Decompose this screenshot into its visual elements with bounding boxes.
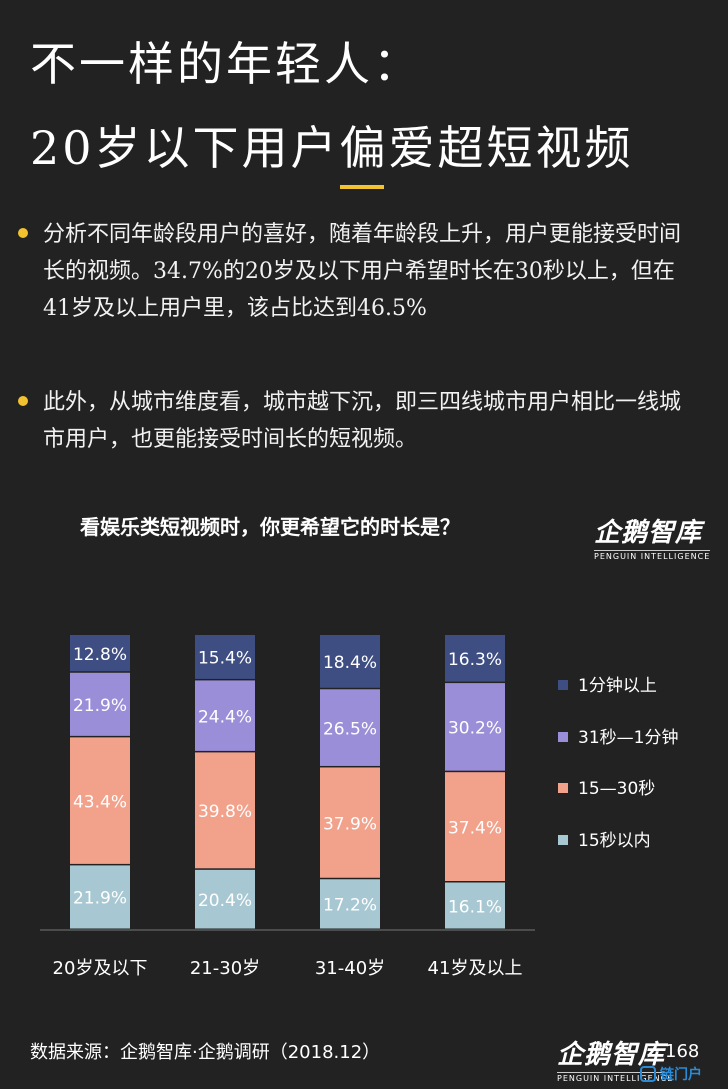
bar-segment	[320, 689, 380, 766]
data-label: 37.9%	[323, 814, 377, 834]
data-label: 17.2%	[323, 896, 377, 916]
bar-segment	[70, 635, 130, 672]
x-tick-label: 41岁及以上	[428, 958, 523, 979]
logo-subtitle: PENGUIN INTELLIGENCE	[557, 1072, 674, 1083]
x-tick-label: 21-30岁	[190, 958, 260, 979]
data-label: 21.9%	[73, 696, 127, 716]
watermark-text: 链门户	[660, 1067, 702, 1083]
data-label: 16.1%	[448, 897, 502, 917]
data-label: 15.4%	[198, 649, 252, 669]
bar-segment	[445, 882, 505, 929]
bar-segment	[70, 672, 130, 736]
page-title-line-2: 20岁以下用户偏爱超短视频	[30, 121, 634, 175]
data-label: 24.4%	[198, 707, 252, 727]
bar-segment	[195, 635, 255, 679]
stacked-bar-chart: 21.9% 43.4% 21.9% 12.8% 20岁及以下 20.4% 39.8% 24.4…	[40, 635, 678, 979]
legend-swatch	[558, 835, 568, 845]
bar-segment	[70, 737, 130, 864]
x-tick-label: 20岁及以下	[53, 958, 148, 979]
data-label: 16.3%	[448, 650, 502, 670]
page-title-line-1: 不一样的年轻人：	[30, 37, 422, 91]
bar-segment	[195, 869, 255, 929]
bullet-dot-icon	[18, 228, 28, 238]
data-label: 37.4%	[448, 818, 502, 838]
logo-name: 企鹅智库	[594, 518, 703, 548]
bullet-text: 此外，从城市维度看，城市越下沉，即三四线城市用户相比一线城市用户，也更能接受时间…	[43, 390, 682, 452]
data-source: 数据来源：企鹅智库·企鹅调研（2018.12）	[30, 1042, 381, 1063]
x-tick-label: 31-40岁	[315, 958, 385, 979]
legend-label: 1分钟以上	[578, 676, 657, 696]
bullet-text: 分析不同年龄段用户的喜好，随着年龄段上升，用户更能接受时间长的视频。34.7%的…	[43, 222, 682, 321]
bullet-point: 此外，从城市维度看，城市越下沉，即三四线城市用户相比一线城市用户，也更能接受时间…	[18, 384, 698, 458]
legend-label: 15—30秒	[578, 779, 655, 799]
data-label: 26.5%	[323, 719, 377, 739]
page-number: 168	[665, 1041, 700, 1062]
data-label: 12.8%	[73, 645, 127, 665]
logo-name: 企鹅智库	[557, 1040, 666, 1070]
bar-segment	[195, 680, 255, 751]
bar-segment	[320, 879, 380, 929]
data-label: 43.4%	[73, 792, 127, 812]
logo-subtitle: PENGUIN INTELLIGENCE	[594, 550, 711, 561]
penguin-logo-footer: 企鹅智库 PENGUIN INTELLIGENCE	[557, 1034, 674, 1083]
chain-link-icon	[640, 1066, 656, 1082]
data-label: 21.9%	[73, 889, 127, 909]
bar-segment	[70, 865, 130, 929]
legend-swatch	[558, 783, 568, 793]
legend-swatch	[558, 732, 568, 742]
chart-title: 看娱乐类短视频时，你更希望它的时长是？	[80, 515, 460, 539]
bullet-point: 分析不同年龄段用户的喜好，随着年龄段上升，用户更能接受时间长的视频。34.7%的…	[18, 216, 698, 327]
data-label: 20.4%	[198, 891, 252, 911]
data-label: 30.2%	[448, 719, 502, 739]
bullet-dot-icon	[18, 396, 28, 406]
bar-segment	[445, 772, 505, 882]
watermark: 链门户	[640, 1066, 720, 1086]
penguin-logo: 企鹅智库 PENGUIN INTELLIGENCE	[594, 512, 711, 561]
bar-segment	[320, 635, 380, 688]
bar-segment	[445, 683, 505, 771]
bar-segment	[195, 752, 255, 869]
legend-label: 31秒—1分钟	[578, 728, 678, 748]
title-underline	[340, 185, 384, 189]
data-label: 39.8%	[198, 802, 252, 822]
data-label: 18.4%	[323, 653, 377, 673]
legend-label: 15秒以内	[578, 831, 651, 851]
bar-segment	[445, 635, 505, 682]
bar-segment	[320, 767, 380, 878]
legend-swatch	[558, 680, 568, 690]
